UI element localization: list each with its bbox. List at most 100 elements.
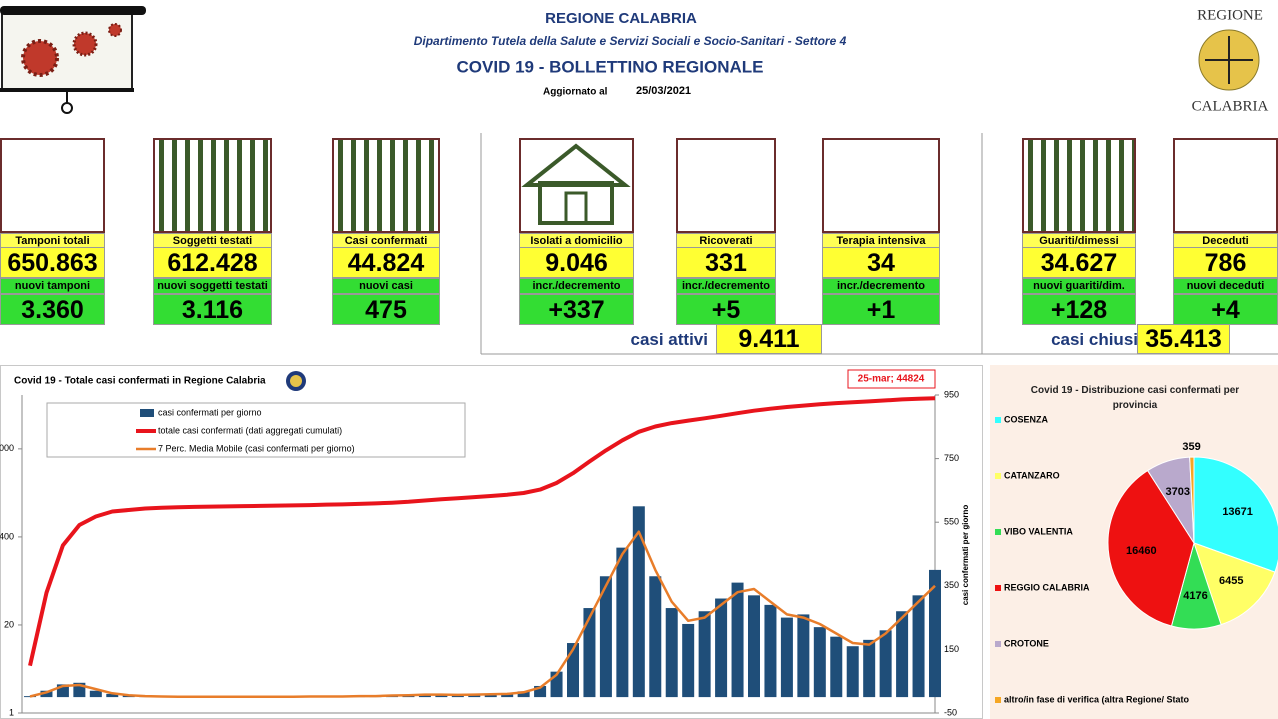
legend-label: altro/in fase di verifica (altra Regione… — [1004, 694, 1190, 704]
card-delta: +5 — [676, 294, 776, 325]
legend-swatch — [995, 417, 1001, 423]
y2-tick-label: 750 — [944, 453, 959, 463]
bar — [435, 694, 448, 698]
bar — [517, 691, 530, 698]
bar — [929, 569, 941, 698]
bar — [813, 627, 826, 698]
pie-slice — [1189, 456, 1195, 544]
card-icon — [0, 138, 105, 233]
updated-label: Aggiornato al — [543, 87, 608, 98]
bar — [583, 608, 596, 698]
pie-value-label: 13671 — [1222, 506, 1253, 518]
legend-label: casi confermati per giorno — [158, 407, 262, 417]
bar — [896, 611, 909, 698]
bar — [846, 646, 859, 698]
bar — [764, 604, 777, 698]
card-delta: +337 — [519, 294, 634, 325]
card-delta-label: nuovi soggetti testati — [153, 278, 272, 294]
card-label: Tamponi totali — [0, 233, 105, 248]
virus-board — [1, 11, 133, 91]
y2-tick-label: 950 — [944, 389, 959, 399]
updated-date: 25/03/2021 — [636, 85, 691, 97]
legend-swatch — [995, 697, 1001, 703]
y2-tick-label: 350 — [944, 580, 959, 590]
card-icon — [153, 138, 272, 233]
card-delta-label: incr./decremento — [822, 278, 940, 294]
bar — [599, 576, 612, 698]
bar — [56, 684, 69, 698]
bar — [665, 608, 678, 698]
bar — [715, 598, 728, 698]
legend-swatch — [995, 473, 1001, 479]
bar — [649, 576, 662, 698]
bar — [106, 693, 119, 698]
card-icon — [822, 138, 940, 233]
pie-value-label: 4176 — [1183, 590, 1207, 602]
annotation-box — [847, 369, 936, 389]
summary-value: 9.411 — [716, 324, 822, 354]
house-icon — [521, 143, 631, 225]
logo-text: CALABRIA — [1192, 98, 1269, 114]
annotation: 25-mar; 44824 — [858, 374, 925, 385]
card-label: Isolati a domicilio — [519, 233, 634, 248]
pie-value-label: 359 — [1182, 441, 1200, 453]
summary-label: casi attivi — [630, 330, 709, 349]
pie-slice — [1193, 542, 1276, 626]
card-value: 612.428 — [153, 247, 272, 278]
card-label: Ricoverati — [676, 233, 776, 248]
y-tick-label: 1 — [9, 707, 14, 717]
board-bottom — [0, 88, 134, 92]
legend-label: REGGIO CALABRIA — [1004, 582, 1090, 592]
card-delta: 475 — [332, 294, 440, 325]
card-delta: +128 — [1022, 294, 1136, 325]
card-value: 650.863 — [0, 247, 105, 278]
virus — [21, 39, 59, 77]
card-label: Deceduti — [1173, 233, 1278, 248]
legend-swatch — [995, 529, 1001, 535]
card-delta: +1 — [822, 294, 940, 325]
y2-axis-label: casi confermati per giorno — [961, 505, 970, 606]
summary-value: 35.413 — [1137, 324, 1230, 354]
card-delta-label: nuovi tamponi — [0, 278, 105, 294]
summary-label: casi chiusi — [1051, 330, 1138, 349]
card-icon — [1173, 138, 1278, 233]
bar — [830, 636, 843, 698]
small-logo — [290, 375, 302, 387]
card-value: 331 — [676, 247, 776, 278]
bar — [780, 617, 793, 698]
card-label: Soggetti testati — [153, 233, 272, 248]
card-delta: +4 — [1173, 294, 1278, 325]
card-delta-label: nuovi guariti/dim. — [1022, 278, 1136, 294]
card-value: 9.046 — [519, 247, 634, 278]
legend-box — [46, 402, 466, 458]
region-title: REGIONE CALABRIA — [545, 10, 697, 27]
bar — [24, 696, 36, 698]
legend-swatch — [140, 409, 154, 417]
card-value: 34 — [822, 247, 940, 278]
legend-label: VIBO VALENTIA — [1004, 526, 1073, 536]
card-value: 44.824 — [332, 247, 440, 278]
board-top — [0, 6, 146, 15]
line — [28, 396, 936, 667]
card-label: Terapia intensiva — [822, 233, 940, 248]
card-delta-label: nuovi casi — [332, 278, 440, 294]
bulletin-title: COVID 19 - BOLLETTINO REGIONALE — [457, 57, 764, 76]
bar — [632, 506, 645, 698]
card-label: Casi confermati — [332, 233, 440, 248]
bar — [567, 643, 579, 698]
bar — [879, 630, 892, 698]
card-value: 786 — [1173, 247, 1278, 278]
bar — [797, 614, 810, 698]
y2-tick-label: -50 — [944, 707, 957, 717]
bar — [89, 690, 102, 698]
legend-label: COSENZA — [1004, 414, 1049, 424]
bar — [484, 693, 497, 698]
card-delta-label: incr./decremento — [519, 278, 634, 294]
pie-value-label: 3703 — [1165, 486, 1189, 498]
card-delta: 3.116 — [153, 294, 272, 325]
virus — [108, 23, 122, 37]
card-label: Guariti/dimessi — [1022, 233, 1136, 248]
bar — [698, 611, 711, 698]
bar — [501, 693, 514, 698]
